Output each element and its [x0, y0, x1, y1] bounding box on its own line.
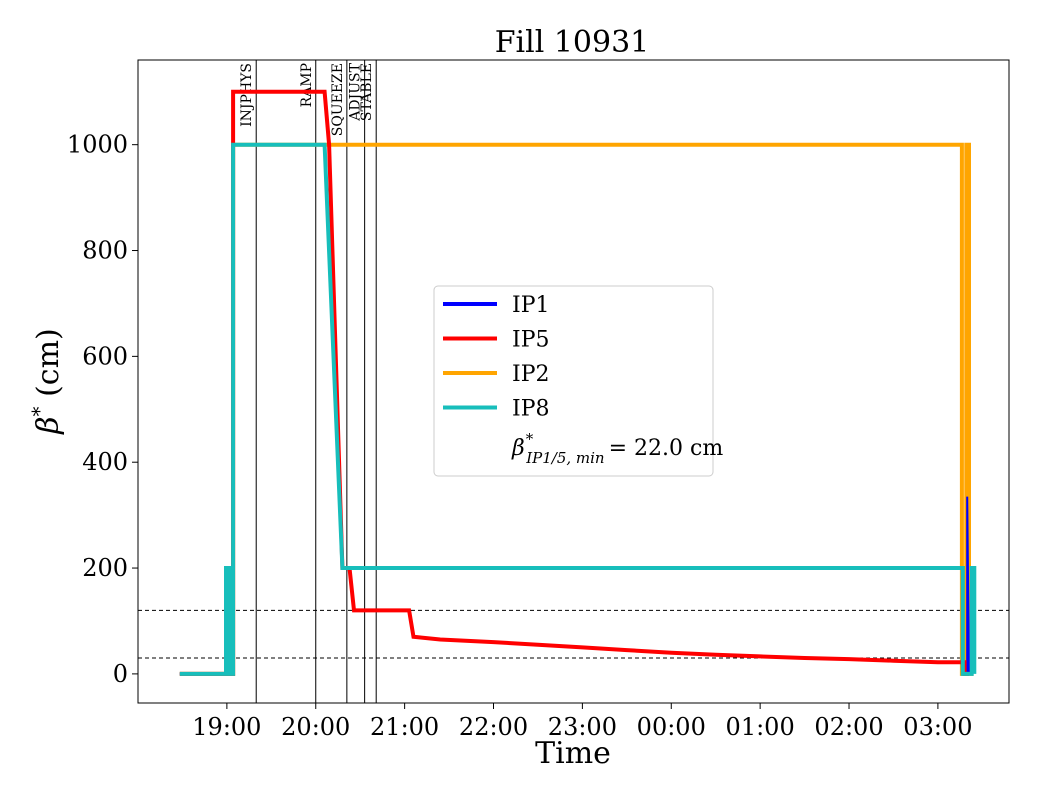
legend-label: IP5: [512, 328, 550, 353]
legend-label: IP2: [512, 362, 550, 387]
y-tick-label: 600: [82, 342, 128, 370]
y-tick-label: 1000: [67, 131, 128, 159]
phase-label: INJPHYS: [239, 63, 255, 127]
x-tick-label: 00:00: [637, 713, 706, 741]
series-line-ip8: [179, 142, 977, 676]
x-tick-label: 19:00: [192, 713, 261, 741]
x-tick-label: 01:00: [726, 713, 795, 741]
series-line-ip5: [179, 89, 969, 676]
legend-label: IP1: [512, 293, 550, 318]
x-tick-label: 02:00: [814, 713, 883, 741]
series-layer: [179, 89, 977, 676]
phase-label: STABLE: [359, 63, 375, 121]
y-axis-ticks: 0 200 400 600 800 1000: [67, 131, 138, 688]
chart-title: Fill 10931: [495, 25, 650, 60]
plot-frame: [137, 59, 1010, 704]
legend-label: IP8: [512, 397, 550, 422]
y-axis-label: β* (cm): [27, 328, 66, 435]
legend-box: [433, 285, 714, 477]
x-tick-label: 23:00: [548, 713, 617, 741]
legend: IP1 IP5 IP2 IP8 β* IP1/5, min = 22.0 cm: [433, 285, 723, 477]
y-tick-label: 400: [82, 448, 128, 476]
x-tick-label: 03:00: [903, 713, 972, 741]
y-tick-label: 200: [82, 554, 128, 582]
x-axis-ticks: 19:00 20:00 21:00 22:00 23:00 00:00 01:00 02:00…: [192, 703, 972, 741]
phase-label: RAMP: [299, 63, 315, 107]
x-tick-label: 21:00: [370, 713, 439, 741]
x-tick-label: 22:00: [459, 713, 528, 741]
legend-annotation: β* IP1/5, min = 22.0 cm: [511, 430, 723, 467]
phase-label: SQUEEZE: [330, 63, 346, 136]
x-axis-label: Time: [535, 736, 611, 771]
reference-lines: [138, 609, 1009, 659]
phase-label: ADJUST: [348, 62, 364, 121]
y-tick-label: 800: [82, 237, 128, 265]
y-tick-label: 0: [113, 660, 128, 688]
x-tick-label: 20:00: [281, 713, 350, 741]
